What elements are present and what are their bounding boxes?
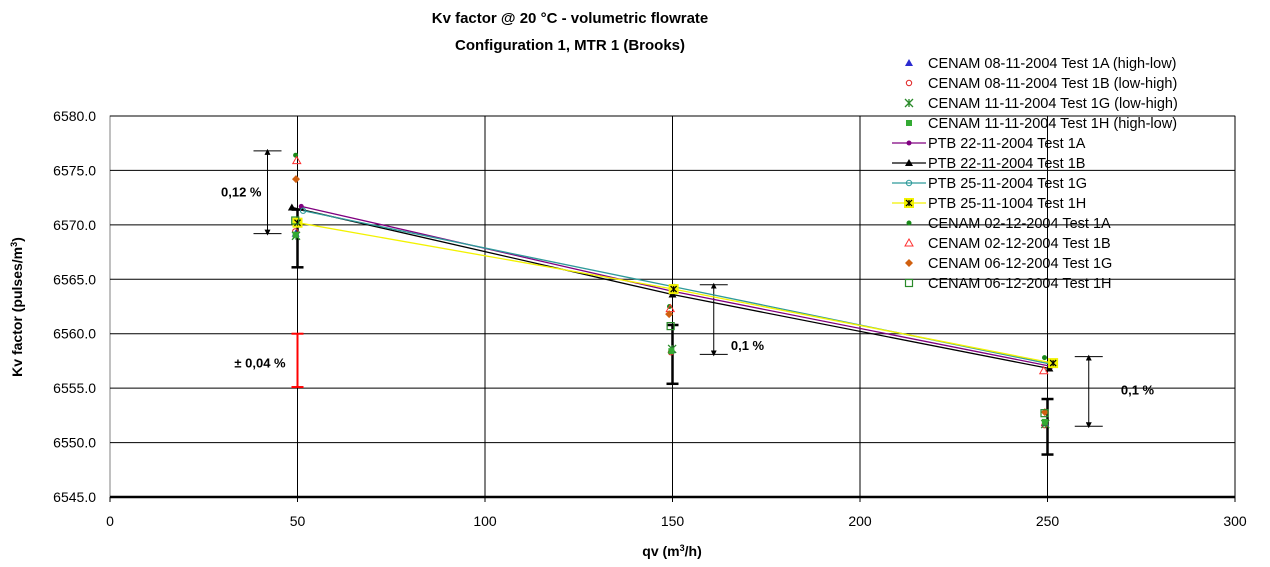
x-tick-label: 200 (848, 513, 872, 529)
annotation-label: 0,12 % (221, 185, 262, 200)
chart-subtitle: Configuration 1, MTR 1 (Brooks) (455, 37, 685, 54)
data-point (291, 216, 300, 225)
legend-marker (904, 278, 914, 288)
legend-item: PTB 25-11-2004 Test 1G (892, 176, 1087, 192)
y-tick-label: 6560.0 (53, 326, 96, 342)
legend-marker (905, 179, 913, 187)
legend-marker (905, 59, 913, 66)
data-point (1042, 355, 1047, 361)
legend-label: PTB 25-11-1004 Test 1H (928, 196, 1086, 212)
legend-marker (906, 140, 912, 146)
legend-label: CENAM 08-11-2004 Test 1A (high-low) (928, 56, 1177, 72)
data-point (299, 207, 307, 214)
y-axis-ticks: 6545.0 6550.0 6555.0 6560.0 6565.0 6570.0 6575… (53, 108, 96, 505)
x-tick-label: 50 (290, 513, 306, 529)
y-tick-label: 6565.0 (53, 271, 96, 287)
data-point (1038, 365, 1049, 375)
x-tick-label: 0 (106, 513, 114, 529)
annotation-label: ± 0,04 % (234, 355, 286, 370)
legend-marker (905, 159, 913, 166)
data-point (668, 284, 679, 295)
data-point (668, 348, 675, 355)
legend-item: CENAM 06-12-2004 Test 1G (905, 256, 1112, 272)
legend-item: CENAM 08-11-2004 Test 1A (high-low) (905, 56, 1177, 72)
y-tick-label: 6545.0 (53, 489, 96, 505)
legend-label: CENAM 11-11-2004 Test 1G (low-high) (928, 96, 1178, 112)
x-tick-label: 150 (661, 513, 685, 529)
x-axis-label: qv (m3/h) (642, 543, 701, 559)
legend-item: PTB 22-11-2004 Test 1A (892, 136, 1086, 152)
data-point (666, 321, 675, 331)
data-point (1041, 418, 1048, 425)
series-markers (287, 152, 1059, 429)
legend-item: CENAM 06-12-2004 Test 1H (904, 276, 1112, 292)
legend-item: CENAM 11-11-2004 Test 1H (high-low) (906, 116, 1177, 132)
x-tick-label: 250 (1036, 513, 1060, 529)
data-point (665, 310, 674, 319)
x-axis-ticks: 0 50 100 150 200 250 300 (106, 497, 1247, 529)
legend-item: PTB 25-11-1004 Test 1H (892, 196, 1086, 212)
data-point (292, 231, 299, 238)
x-tick-label: 100 (473, 513, 497, 529)
legend-marker (904, 198, 914, 208)
legend-label: CENAM 08-11-2004 Test 1B (low-high) (928, 76, 1177, 92)
data-point (1048, 358, 1059, 369)
legend-marker (905, 259, 913, 267)
data-point (292, 217, 303, 228)
legend: CENAM 08-11-2004 Test 1A (high-low) CENAM… (892, 56, 1178, 292)
legend-marker (904, 237, 914, 247)
y-tick-label: 6555.0 (53, 380, 96, 396)
data-point (292, 175, 300, 184)
legend-item: CENAM 02-12-2004 Test 1B (904, 236, 1111, 252)
legend-marker (906, 220, 912, 226)
y-tick-label: 6570.0 (53, 217, 96, 233)
legend-label: CENAM 02-12-2004 Test 1A (928, 216, 1111, 232)
y-tick-label: 6575.0 (53, 162, 96, 178)
legend-item: CENAM 11-11-2004 Test 1G (low-high) (904, 96, 1178, 112)
legend-item: PTB 22-11-2004 Test 1B (892, 156, 1085, 172)
data-point (291, 155, 302, 165)
legend-marker (905, 79, 913, 87)
legend-label: CENAM 06-12-2004 Test 1H (928, 276, 1112, 292)
legend-label: CENAM 06-12-2004 Test 1G (928, 256, 1112, 272)
annotation-label: 0,1 % (731, 338, 765, 353)
data-point (1040, 409, 1049, 418)
chart-title: Kv factor @ 20 °C - volumetric flowrate (432, 10, 709, 27)
legend-label: PTB 22-11-2004 Test 1B (928, 156, 1085, 172)
x-tick-label: 300 (1223, 513, 1247, 529)
data-point (287, 203, 296, 211)
y-axis-label: Kv factor (pulses/m3) (9, 237, 25, 377)
y-tick-label: 6580.0 (53, 108, 96, 124)
legend-label: CENAM 11-11-2004 Test 1H (high-low) (928, 116, 1177, 132)
legend-item: CENAM 08-11-2004 Test 1B (low-high) (905, 76, 1177, 92)
legend-label: PTB 22-11-2004 Test 1A (928, 136, 1086, 152)
annotation-label: 0,1 % (1121, 383, 1155, 398)
legend-label: CENAM 02-12-2004 Test 1B (928, 236, 1111, 252)
legend-marker (904, 98, 914, 108)
legend-label: PTB 25-11-2004 Test 1G (928, 176, 1087, 192)
legend-marker (906, 120, 912, 126)
legend-item: CENAM 02-12-2004 Test 1A (906, 216, 1111, 232)
y-tick-label: 6550.0 (53, 435, 96, 451)
